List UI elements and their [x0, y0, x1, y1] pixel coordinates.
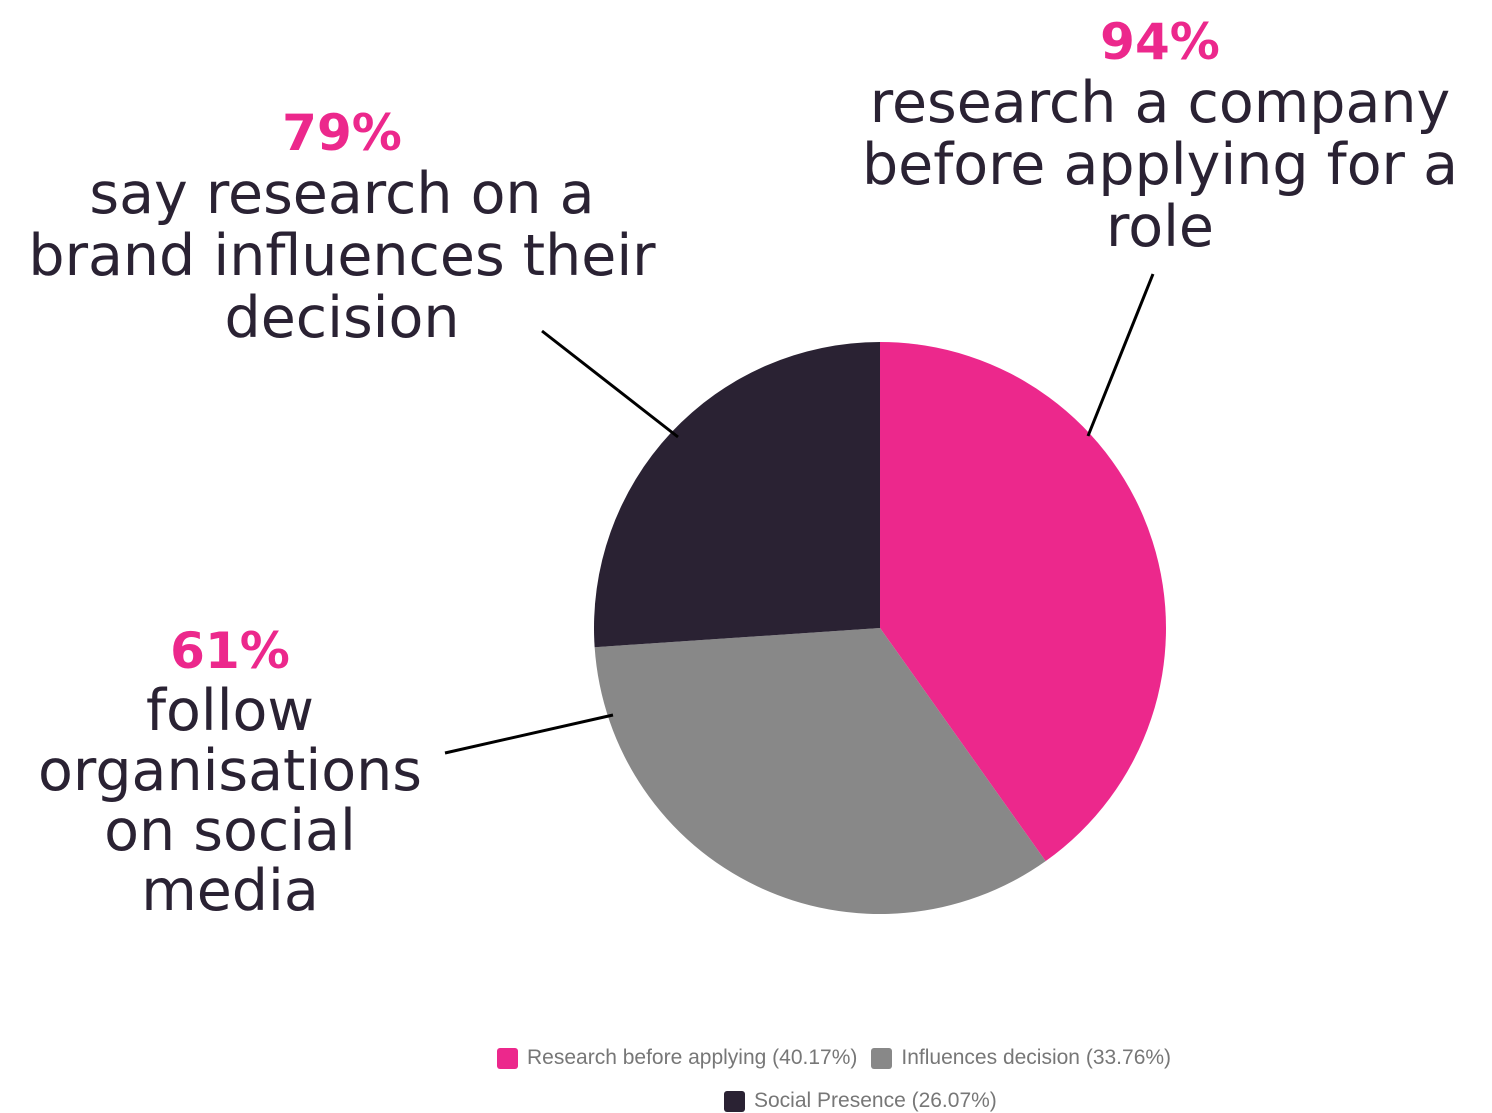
- pie-slices: [594, 342, 1166, 914]
- callout-influence-percent: 79%: [282, 104, 402, 162]
- legend-row: Research before applying (40.17%) Influe…: [497, 1046, 1171, 1070]
- callout-research: 94% research a company before applying f…: [840, 12, 1480, 258]
- leader-line-research: [1086, 273, 1155, 437]
- legend-row: Social Presence (26.07%): [724, 1089, 997, 1113]
- callout-social-line-3: on social: [104, 798, 356, 864]
- legend-swatch-research: [497, 1047, 518, 1069]
- pie-slice-research-before-applying[interactable]: [880, 342, 1166, 862]
- callout-influence-line-1: say research on a: [89, 161, 595, 227]
- callout-influence-line-3: decision: [224, 285, 460, 351]
- legend-item-influence[interactable]: Influences decision (33.76%): [871, 1046, 1171, 1070]
- callout-social-line-4: media: [141, 858, 319, 924]
- pie-slice-social-presence[interactable]: [594, 342, 880, 648]
- legend-label-research: Research before applying (40.17%): [527, 1046, 858, 1069]
- callout-influence: 79% say research on a brand influences t…: [0, 103, 684, 349]
- callout-research-line-2: before applying for a: [861, 132, 1459, 198]
- callout-social-percent: 61%: [170, 622, 290, 680]
- legend-swatch-influence: [871, 1047, 893, 1069]
- pie-slice-influences-decision[interactable]: [594, 628, 1046, 914]
- legend-label-social: Social Presence (26.07%): [754, 1089, 997, 1112]
- callout-research-line-3: role: [1106, 194, 1214, 260]
- legend-item-research[interactable]: Research before applying (40.17%): [497, 1046, 857, 1070]
- callout-social: 61% follow organisations on social media: [0, 621, 460, 921]
- callout-research-line-1: research a company: [869, 70, 1451, 136]
- legend-swatch-social: [724, 1090, 745, 1112]
- leader-line-influence: [541, 329, 679, 439]
- callout-leader-lines: [444, 273, 1155, 755]
- callout-social-line-2: organisations: [38, 738, 422, 804]
- callout-research-percent: 94%: [1100, 13, 1220, 71]
- callout-influence-line-2: brand influences their: [28, 223, 656, 289]
- legend-item-social[interactable]: Social Presence (26.07%): [724, 1089, 997, 1113]
- legend-label-influence: Influences decision (33.76%): [901, 1046, 1172, 1069]
- leader-line-social: [444, 713, 614, 755]
- callout-social-line-1: follow: [145, 678, 315, 744]
